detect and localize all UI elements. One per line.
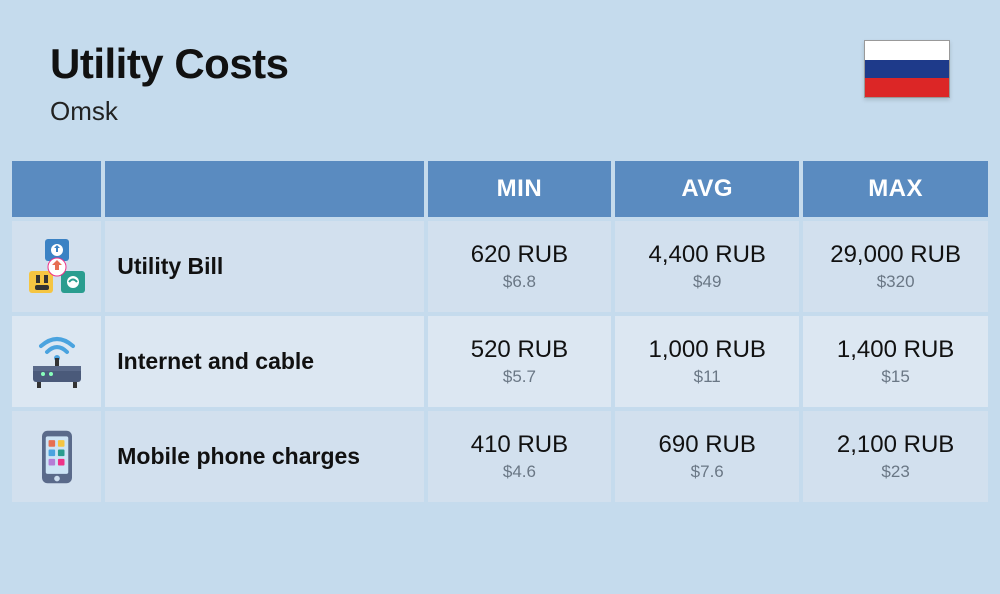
row-max-cell: 29,000 RUB $320 bbox=[803, 221, 988, 312]
price-main: 1,000 RUB bbox=[623, 336, 791, 364]
flag-stripe-bot bbox=[865, 78, 949, 97]
utility-icon bbox=[23, 233, 91, 301]
price-sub: $320 bbox=[811, 272, 980, 292]
price-main: 1,400 RUB bbox=[811, 336, 980, 364]
header-text: Utility Costs Omsk bbox=[50, 40, 289, 127]
price-main: 620 RUB bbox=[436, 241, 604, 269]
costs-table: MIN AVG MAX bbox=[0, 157, 1000, 506]
row-avg-cell: 690 RUB $7.6 bbox=[615, 411, 799, 502]
row-label: Utility Bill bbox=[105, 221, 423, 312]
price-main: 520 RUB bbox=[436, 336, 604, 364]
price-sub: $11 bbox=[623, 367, 791, 387]
header: Utility Costs Omsk bbox=[0, 0, 1000, 157]
col-min-header: MIN bbox=[428, 161, 612, 217]
row-max-cell: 2,100 RUB $23 bbox=[803, 411, 988, 502]
flag-stripe-mid bbox=[865, 60, 949, 79]
row-min-cell: 410 RUB $4.6 bbox=[428, 411, 612, 502]
table-row: Utility Bill 620 RUB $6.8 4,400 RUB $49 … bbox=[12, 221, 988, 312]
row-avg-cell: 4,400 RUB $49 bbox=[615, 221, 799, 312]
table-row: Internet and cable 520 RUB $5.7 1,000 RU… bbox=[12, 316, 988, 407]
price-sub: $5.7 bbox=[436, 367, 604, 387]
price-main: 410 RUB bbox=[436, 431, 604, 459]
price-main: 29,000 RUB bbox=[811, 241, 980, 269]
price-main: 690 RUB bbox=[623, 431, 791, 459]
row-label: Internet and cable bbox=[105, 316, 423, 407]
page-title: Utility Costs bbox=[50, 40, 289, 88]
router-icon bbox=[23, 328, 91, 396]
phone-icon bbox=[23, 423, 91, 491]
col-avg-header: AVG bbox=[615, 161, 799, 217]
row-icon-cell bbox=[12, 316, 101, 407]
page-subtitle: Omsk bbox=[50, 96, 289, 127]
price-sub: $15 bbox=[811, 367, 980, 387]
row-avg-cell: 1,000 RUB $11 bbox=[615, 316, 799, 407]
price-main: 4,400 RUB bbox=[623, 241, 791, 269]
flag-stripe-top bbox=[865, 41, 949, 60]
col-max-header: MAX bbox=[803, 161, 988, 217]
price-main: 2,100 RUB bbox=[811, 431, 980, 459]
col-label-header bbox=[105, 161, 423, 217]
price-sub: $6.8 bbox=[436, 272, 604, 292]
flag-icon bbox=[864, 40, 950, 98]
row-min-cell: 520 RUB $5.7 bbox=[428, 316, 612, 407]
row-min-cell: 620 RUB $6.8 bbox=[428, 221, 612, 312]
row-icon-cell bbox=[12, 411, 101, 502]
row-max-cell: 1,400 RUB $15 bbox=[803, 316, 988, 407]
price-sub: $49 bbox=[623, 272, 791, 292]
table-row: Mobile phone charges 410 RUB $4.6 690 RU… bbox=[12, 411, 988, 502]
row-icon-cell bbox=[12, 221, 101, 312]
price-sub: $7.6 bbox=[623, 462, 791, 482]
price-sub: $4.6 bbox=[436, 462, 604, 482]
price-sub: $23 bbox=[811, 462, 980, 482]
table-header-row: MIN AVG MAX bbox=[12, 161, 988, 217]
row-label: Mobile phone charges bbox=[105, 411, 423, 502]
col-icon-header bbox=[12, 161, 101, 217]
